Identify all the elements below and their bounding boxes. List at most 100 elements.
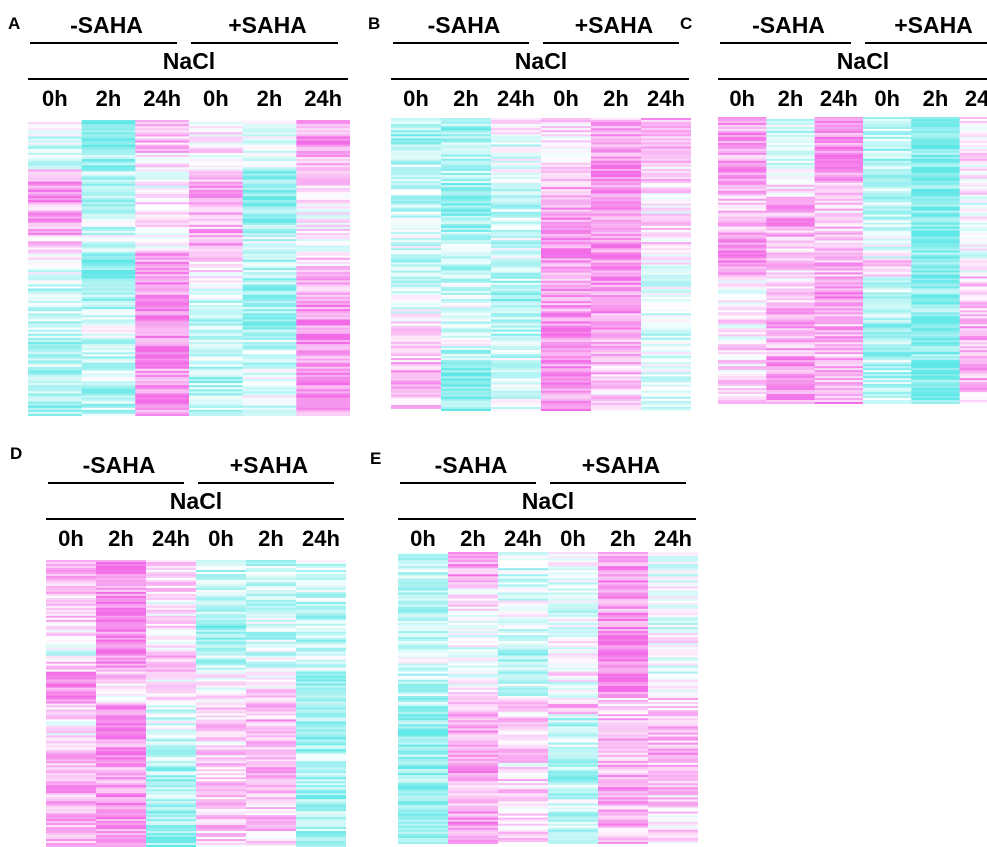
column-label: 2h	[108, 526, 134, 551]
heatmap-cell	[196, 815, 247, 832]
heatmap-cell	[548, 584, 599, 602]
heatmap-cell	[28, 366, 83, 384]
heatmap-cell	[398, 616, 449, 634]
heatmap-cell	[246, 815, 297, 832]
heatmap-cell	[541, 362, 592, 379]
heatmap-cell	[196, 687, 247, 704]
heatmap-cell	[296, 639, 346, 657]
heatmap-cell	[135, 120, 190, 137]
heatmap-cell	[398, 811, 449, 829]
heatmap-cell	[863, 180, 912, 198]
heatmap-cell	[591, 199, 642, 217]
treatment-underline	[391, 78, 689, 80]
heatmap-cell	[391, 118, 442, 135]
heatmap-cell	[814, 388, 864, 404]
heatmap-cell	[718, 372, 767, 389]
heatmap-cell	[146, 767, 197, 784]
heatmap-cell	[648, 698, 698, 715]
heatmap-cell	[498, 827, 549, 844]
heatmap-cell	[491, 183, 542, 200]
heatmap-cell	[766, 308, 816, 325]
heatmap-cell	[296, 120, 350, 137]
heatmap-cell	[766, 244, 816, 261]
heatmap-cell	[146, 687, 197, 704]
heatmap	[718, 117, 987, 404]
heatmap-cell	[242, 284, 297, 302]
heatmap-cell	[548, 714, 599, 731]
heatmap-cell	[246, 703, 297, 720]
heatmap-cell	[641, 150, 691, 168]
heatmap-cell	[548, 779, 599, 796]
heatmap-cell	[441, 166, 492, 184]
heatmap-cell	[28, 235, 83, 252]
heatmap-cell	[766, 180, 816, 198]
heatmap-cell	[189, 251, 244, 269]
heatmap-cell	[959, 388, 987, 404]
column-label: 2h	[777, 86, 804, 111]
heatmap-cell	[296, 591, 346, 609]
heatmap-cell	[296, 300, 350, 318]
heatmap-cell	[441, 313, 492, 331]
heatmap-cell	[96, 671, 147, 688]
heatmap-cell	[814, 260, 864, 277]
heatmap-cell	[766, 164, 816, 182]
heatmap-cell	[648, 730, 698, 748]
heatmap-cell	[718, 340, 767, 357]
heatmap-cell	[498, 633, 549, 650]
heatmap-cell	[591, 345, 642, 363]
heatmap-cell	[448, 616, 499, 634]
heatmap-cell	[246, 751, 297, 768]
heatmap-cell	[863, 228, 912, 245]
column-label: 24h	[964, 86, 987, 111]
treatment-underline	[46, 518, 344, 520]
heatmap-cell	[242, 350, 297, 368]
heatmap-cell	[146, 623, 197, 641]
heatmap-cell	[81, 152, 136, 170]
heatmap-cell	[641, 345, 691, 363]
heatmap-cell	[648, 649, 698, 666]
heatmap-cell	[242, 399, 297, 416]
heatmap-cell	[296, 671, 346, 688]
heatmap-cell	[718, 260, 767, 277]
heatmap-cell	[541, 150, 592, 168]
heatmap-cell	[296, 735, 346, 752]
heatmap-cell	[296, 767, 346, 784]
heatmap-cell	[246, 591, 297, 609]
heatmap-cell	[911, 388, 961, 404]
heatmap-cell	[648, 779, 698, 796]
heatmap-cell	[766, 324, 816, 341]
heatmap-cell	[491, 215, 542, 233]
heatmap-cell	[46, 575, 97, 593]
heatmap-cell	[448, 762, 499, 780]
heatmap-cell	[242, 268, 297, 285]
heatmap-cell	[491, 199, 542, 217]
heatmap-cell	[146, 655, 197, 673]
heatmap-cell	[598, 616, 649, 634]
group-underline	[393, 42, 529, 44]
heatmap-cell	[718, 228, 767, 245]
heatmap-cell	[135, 350, 190, 368]
heatmap-cell	[491, 329, 542, 347]
heatmap-cell	[135, 251, 190, 269]
heatmap-cell	[911, 180, 961, 198]
heatmap-cell	[28, 317, 83, 335]
heatmap-cell	[814, 180, 864, 198]
heatmap-cell	[548, 730, 599, 748]
heatmap-cell	[491, 394, 542, 411]
heatmap-cell	[246, 671, 297, 688]
heatmap-cell	[146, 560, 197, 577]
heatmap-cell	[441, 378, 492, 396]
heatmap-cell	[641, 329, 691, 347]
column-label: 2h	[453, 86, 479, 111]
heatmap-cell	[541, 264, 592, 282]
heatmap-cell	[448, 633, 499, 650]
heatmap-cell	[81, 383, 136, 400]
heatmap-cell	[641, 264, 691, 282]
heatmap-cell	[398, 649, 449, 666]
heatmap-cell	[296, 703, 346, 720]
heatmap-cell	[398, 568, 449, 585]
heatmap-cell	[718, 388, 767, 404]
heatmap-cell	[135, 366, 190, 384]
heatmap-cell	[46, 799, 97, 816]
group-label: -SAHA	[434, 452, 508, 478]
